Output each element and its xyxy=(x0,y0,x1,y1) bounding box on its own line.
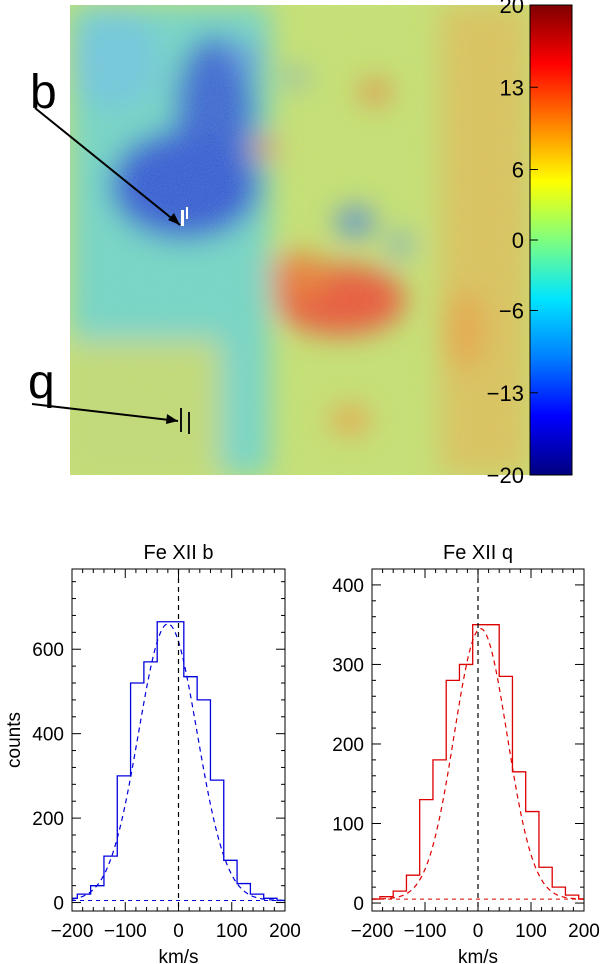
colorbar-tick-label: 6 xyxy=(512,158,524,183)
colorbar-tick-label: −13 xyxy=(487,381,524,406)
map-noise xyxy=(70,5,530,475)
doppler-map xyxy=(70,5,530,475)
x-tick-label: −200 xyxy=(351,921,394,942)
y-tick-label: 100 xyxy=(332,815,364,836)
y-tick-label: 200 xyxy=(32,809,64,830)
y-tick-label: 600 xyxy=(32,640,64,661)
colorbar-tick-label: 13 xyxy=(500,75,524,100)
x-tick-label: 0 xyxy=(173,921,184,942)
arrow-head-b xyxy=(168,213,180,225)
x-tick-label: 200 xyxy=(568,921,600,942)
x-axis-label: km/s xyxy=(458,947,498,964)
label-q: q xyxy=(28,356,55,409)
y-tick-label: 400 xyxy=(32,725,64,746)
y-tick-label: 400 xyxy=(332,576,364,597)
colorbar-tick-label: 0 xyxy=(512,228,524,253)
histogram-line xyxy=(72,621,285,902)
arrow-b xyxy=(34,107,181,226)
histogram-line xyxy=(372,624,584,900)
y-tick-label: 300 xyxy=(332,655,364,676)
marker-q2 xyxy=(188,412,190,434)
arrow-q xyxy=(31,403,179,422)
colorbar-ticks: 20 13 6 0 −6 −13 −20 xyxy=(487,0,538,488)
label-b: b xyxy=(30,66,57,119)
plot-title: Fe XII q xyxy=(443,542,513,564)
plot-title: Fe XII b xyxy=(143,542,213,564)
y-tick-label: 0 xyxy=(53,894,64,915)
colorbar: 20 13 6 0 −6 −13 −20 xyxy=(487,0,573,488)
annotation-b: b xyxy=(30,66,188,226)
x-tick-label: 200 xyxy=(269,921,301,942)
plot-fe-xii-b: −200 −100 0 100 200 0 200 400 600 Fe XII b km/s cou… xyxy=(4,542,301,964)
colorbar-tick-label: −6 xyxy=(499,299,524,324)
x-tick-label: 100 xyxy=(515,921,547,942)
colorbar-gradient xyxy=(529,4,573,476)
marker-b1 xyxy=(181,210,184,226)
annotation-q: q xyxy=(28,356,190,434)
x-tick-label: −100 xyxy=(104,921,147,942)
marker-q1 xyxy=(180,408,182,432)
colorbar-tick-label: −20 xyxy=(487,463,524,488)
y-tick-label: 0 xyxy=(353,894,364,915)
gaussian-fit-line xyxy=(371,628,585,900)
x-tick-label: −100 xyxy=(404,921,447,942)
plot-fe-xii-q: −200 −100 0 100 200 0 100 200 300 400 Fe XII q km/s xyxy=(332,542,600,964)
y-axis-label: counts xyxy=(4,712,25,768)
colorbar-tick-label: 20 xyxy=(500,0,524,18)
x-tick-label: 0 xyxy=(473,921,484,942)
arrow-head-q xyxy=(166,414,178,424)
y-tick-label: 200 xyxy=(332,735,364,756)
x-tick-label: −200 xyxy=(51,921,94,942)
marker-b2 xyxy=(186,207,188,219)
x-axis-label: km/s xyxy=(158,947,198,964)
x-tick-label: 100 xyxy=(216,921,248,942)
